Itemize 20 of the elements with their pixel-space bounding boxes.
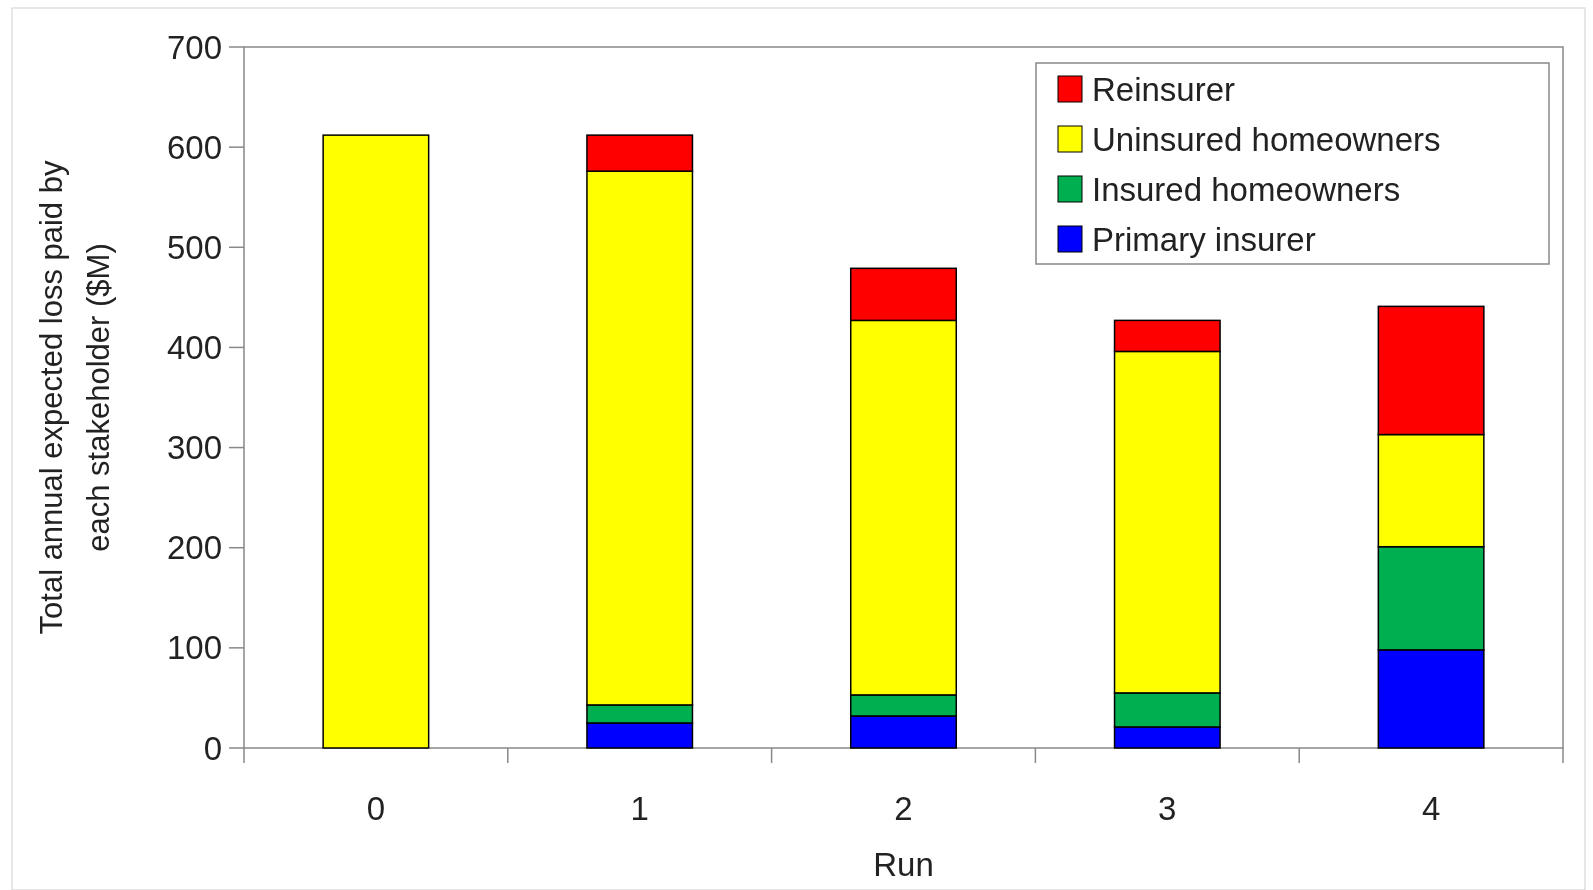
y-tick-label: 400 — [166, 328, 222, 366]
x-tick-label: 1 — [630, 789, 649, 827]
legend-label: Insured homeowners — [1092, 170, 1401, 208]
legend-label: Reinsurer — [1092, 70, 1236, 108]
x-tick-label: 2 — [894, 789, 913, 827]
x-tick-label: 0 — [366, 789, 386, 827]
y-axis-title: Total annual expected loss paid by each stakeholder ($M) — [34, 160, 116, 635]
x-tick-label: 3 — [1158, 789, 1177, 827]
y-tick-label: 500 — [166, 228, 222, 266]
y-tick-label: 200 — [166, 529, 222, 567]
legend-label: Uninsured homeowners — [1092, 120, 1441, 158]
legend-label: Primary insurer — [1092, 220, 1316, 258]
y-tick-label: 700 — [166, 28, 222, 66]
y-tick-label: 100 — [166, 629, 222, 667]
y-tick-label: 300 — [166, 429, 222, 467]
bar — [322, 134, 430, 749]
y-tick-label: 0 — [203, 729, 222, 767]
y-tick-label: 600 — [166, 128, 222, 166]
x-tick-label: 4 — [1421, 789, 1441, 827]
x-axis-title: Run — [873, 845, 934, 883]
